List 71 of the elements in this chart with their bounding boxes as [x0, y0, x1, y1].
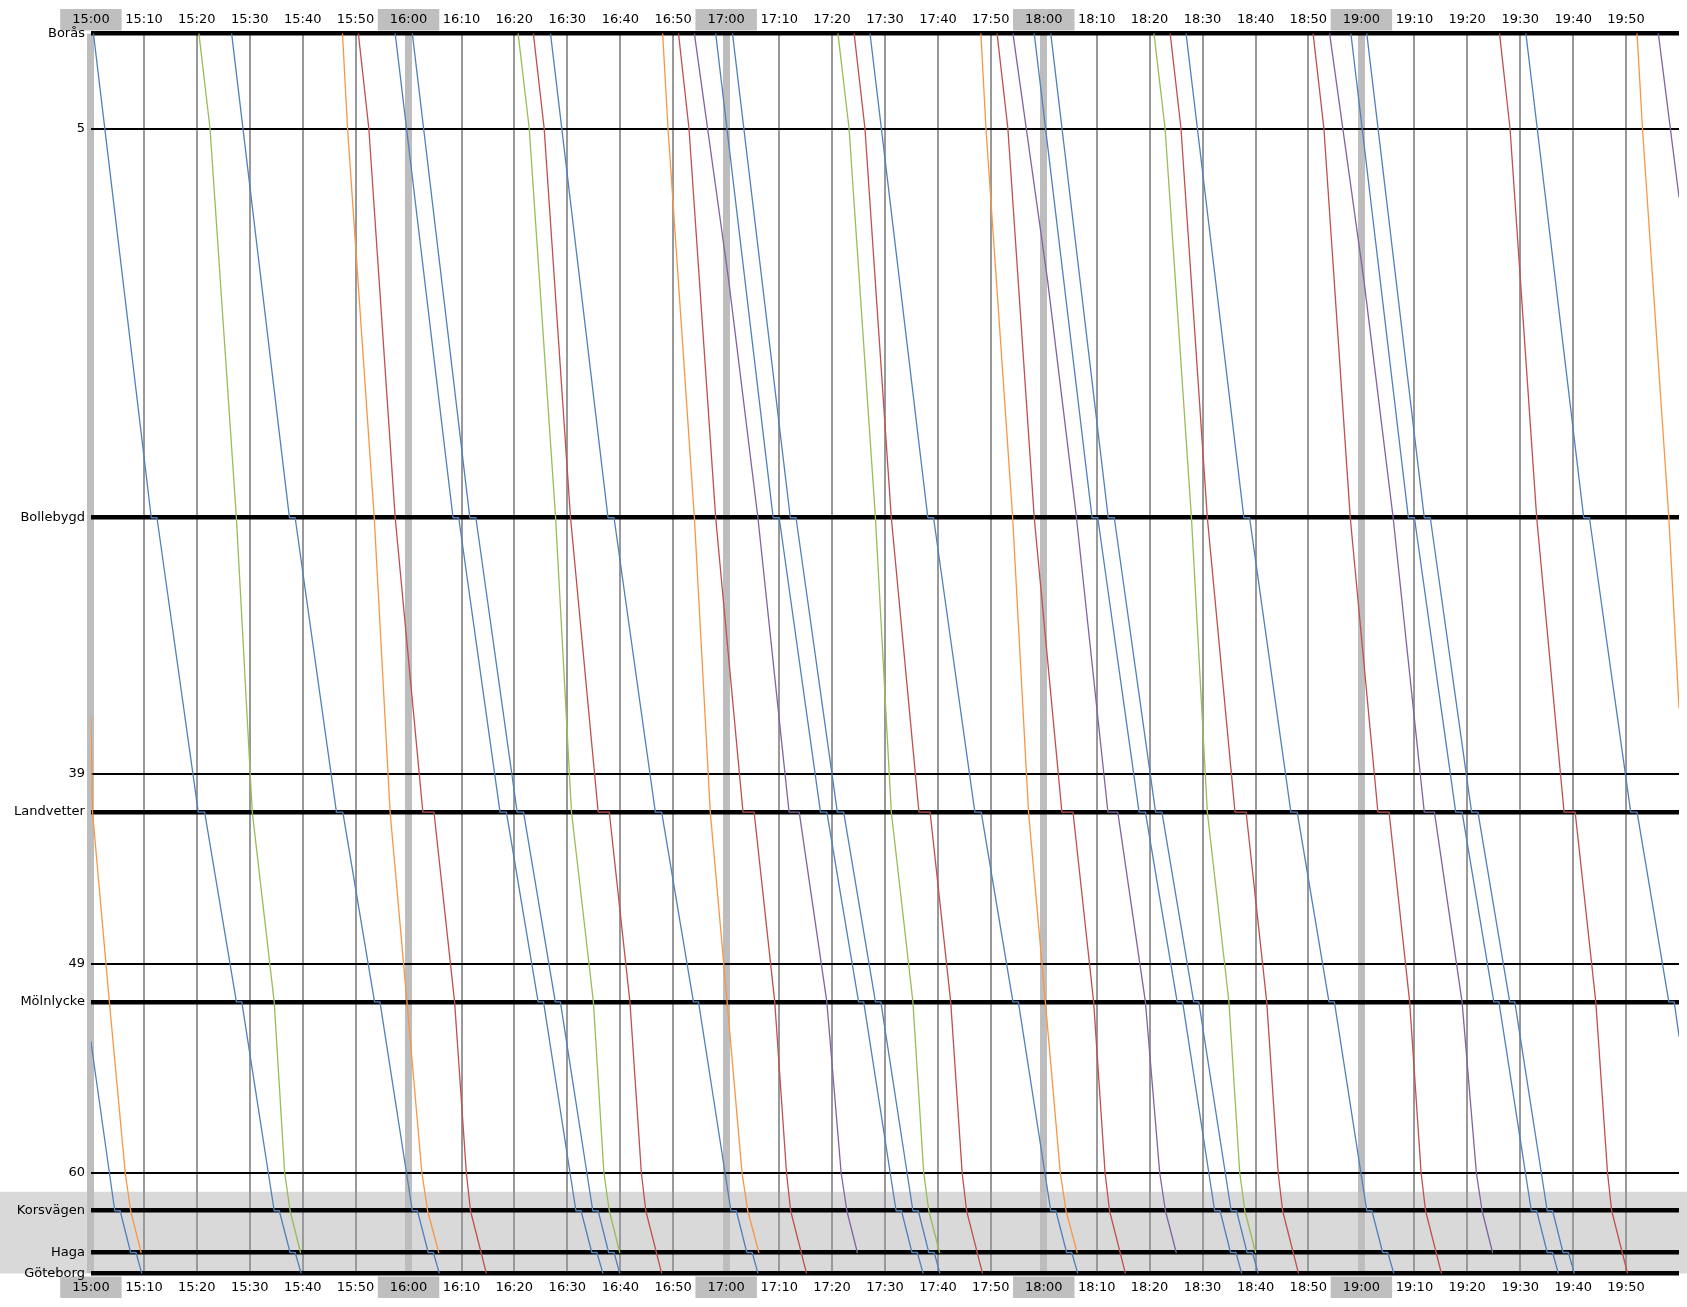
- x-tick-label: 17:40: [919, 1278, 957, 1294]
- x2-tick-label: 17:40: [919, 11, 957, 27]
- x2-tick-label: 18:30: [1183, 11, 1222, 27]
- x-tick-label: 17:10: [760, 1278, 798, 1294]
- x-tick-label: 18:10: [1078, 1278, 1116, 1294]
- x2-tick-label: 18:40: [1236, 11, 1275, 27]
- y-tick-label: Landvetter: [13, 803, 86, 819]
- x-tick-label: 15:00: [72, 1278, 110, 1294]
- x2-tick-label: 19:10: [1395, 11, 1434, 27]
- x2-tick-label: 18:20: [1130, 11, 1169, 27]
- x-tick-label: 16:40: [601, 1278, 640, 1294]
- x-tick-label: 18:20: [1130, 1278, 1169, 1294]
- x2-tick-label: 19:50: [1607, 11, 1645, 27]
- x-tick-label: 16:00: [389, 1278, 428, 1294]
- x-tick-label: 15:40: [284, 1278, 322, 1294]
- x2-tick-label: 19:00: [1342, 11, 1381, 27]
- x2-tick-label: 17:50: [972, 11, 1010, 27]
- x-tick-label: 16:20: [495, 1278, 534, 1294]
- x-tick-label: 17:20: [813, 1278, 851, 1294]
- x2-tick-label: 19:40: [1554, 11, 1592, 27]
- x2-tick-label: 19:20: [1448, 11, 1486, 27]
- x-tick-label: 15:30: [231, 1278, 269, 1294]
- x2-tick-label: 17:20: [813, 11, 851, 27]
- y-tick-label: 49: [68, 955, 85, 971]
- x-tick-label: 15:10: [125, 1278, 163, 1294]
- x-tick-label: 19:30: [1501, 1278, 1539, 1294]
- y-tick-label: Korsvägen: [16, 1202, 85, 1218]
- x-tick-label: 18:40: [1236, 1278, 1275, 1294]
- x2-tick-label: 15:20: [177, 11, 216, 27]
- x-tick-label: 19:10: [1395, 1278, 1434, 1294]
- x2-tick-label: 18:00: [1025, 11, 1063, 27]
- x-tick-label: 15:50: [336, 1278, 375, 1294]
- x-tick-label: 18:00: [1025, 1278, 1063, 1294]
- x-tick-label: 15:20: [177, 1278, 216, 1294]
- x2-tick-label: 15:30: [231, 11, 269, 27]
- x2-tick-label: 16:30: [548, 11, 587, 27]
- x-tick-label: 19:50: [1607, 1278, 1645, 1294]
- y-tick-label: Borås: [47, 24, 86, 40]
- y-tick-label: Bollebygd: [20, 509, 85, 525]
- x2-tick-label: 15:10: [125, 11, 163, 27]
- x2-tick-label: 18:50: [1289, 11, 1328, 27]
- x-tick-label: 19:00: [1342, 1278, 1381, 1294]
- x-tick-label: 17:30: [866, 1278, 904, 1294]
- x-tick-label: 16:50: [654, 1278, 692, 1294]
- x2-tick-label: 15:00: [72, 11, 110, 27]
- x-tick-label: 18:30: [1183, 1278, 1222, 1294]
- y-tick-label: Mölnlycke: [20, 993, 85, 1009]
- x2-tick-label: 17:10: [760, 11, 798, 27]
- x-tick-label: 17:00: [707, 1278, 745, 1294]
- y-tick-label: 5: [76, 119, 85, 135]
- x-tick-label: 19:40: [1554, 1278, 1592, 1294]
- x2-tick-label: 16:10: [442, 11, 481, 27]
- y-tick-label: 39: [68, 765, 85, 781]
- x2-tick-label: 16:40: [601, 11, 640, 27]
- x2-tick-label: 17:00: [707, 11, 745, 27]
- x2-tick-label: 17:30: [866, 11, 904, 27]
- x-tick-label: 16:30: [548, 1278, 587, 1294]
- x-tick-label: 16:10: [442, 1278, 481, 1294]
- x2-tick-label: 15:50: [336, 11, 375, 27]
- x-tick-label: 19:20: [1448, 1278, 1486, 1294]
- x2-tick-label: 16:50: [654, 11, 692, 27]
- y-tick-label: 60: [68, 1164, 85, 1180]
- x-tick-label: 17:50: [972, 1278, 1010, 1294]
- x-tick-label: 18:50: [1289, 1278, 1328, 1294]
- x2-tick-label: 19:30: [1501, 11, 1539, 27]
- y-tick-label: Göteborg: [24, 1264, 85, 1280]
- x2-tick-label: 15:40: [284, 11, 322, 27]
- x2-tick-label: 16:00: [389, 11, 428, 27]
- y-tick-label: Haga: [50, 1243, 85, 1259]
- x2-tick-label: 16:20: [495, 11, 534, 27]
- x2-tick-label: 18:10: [1078, 11, 1116, 27]
